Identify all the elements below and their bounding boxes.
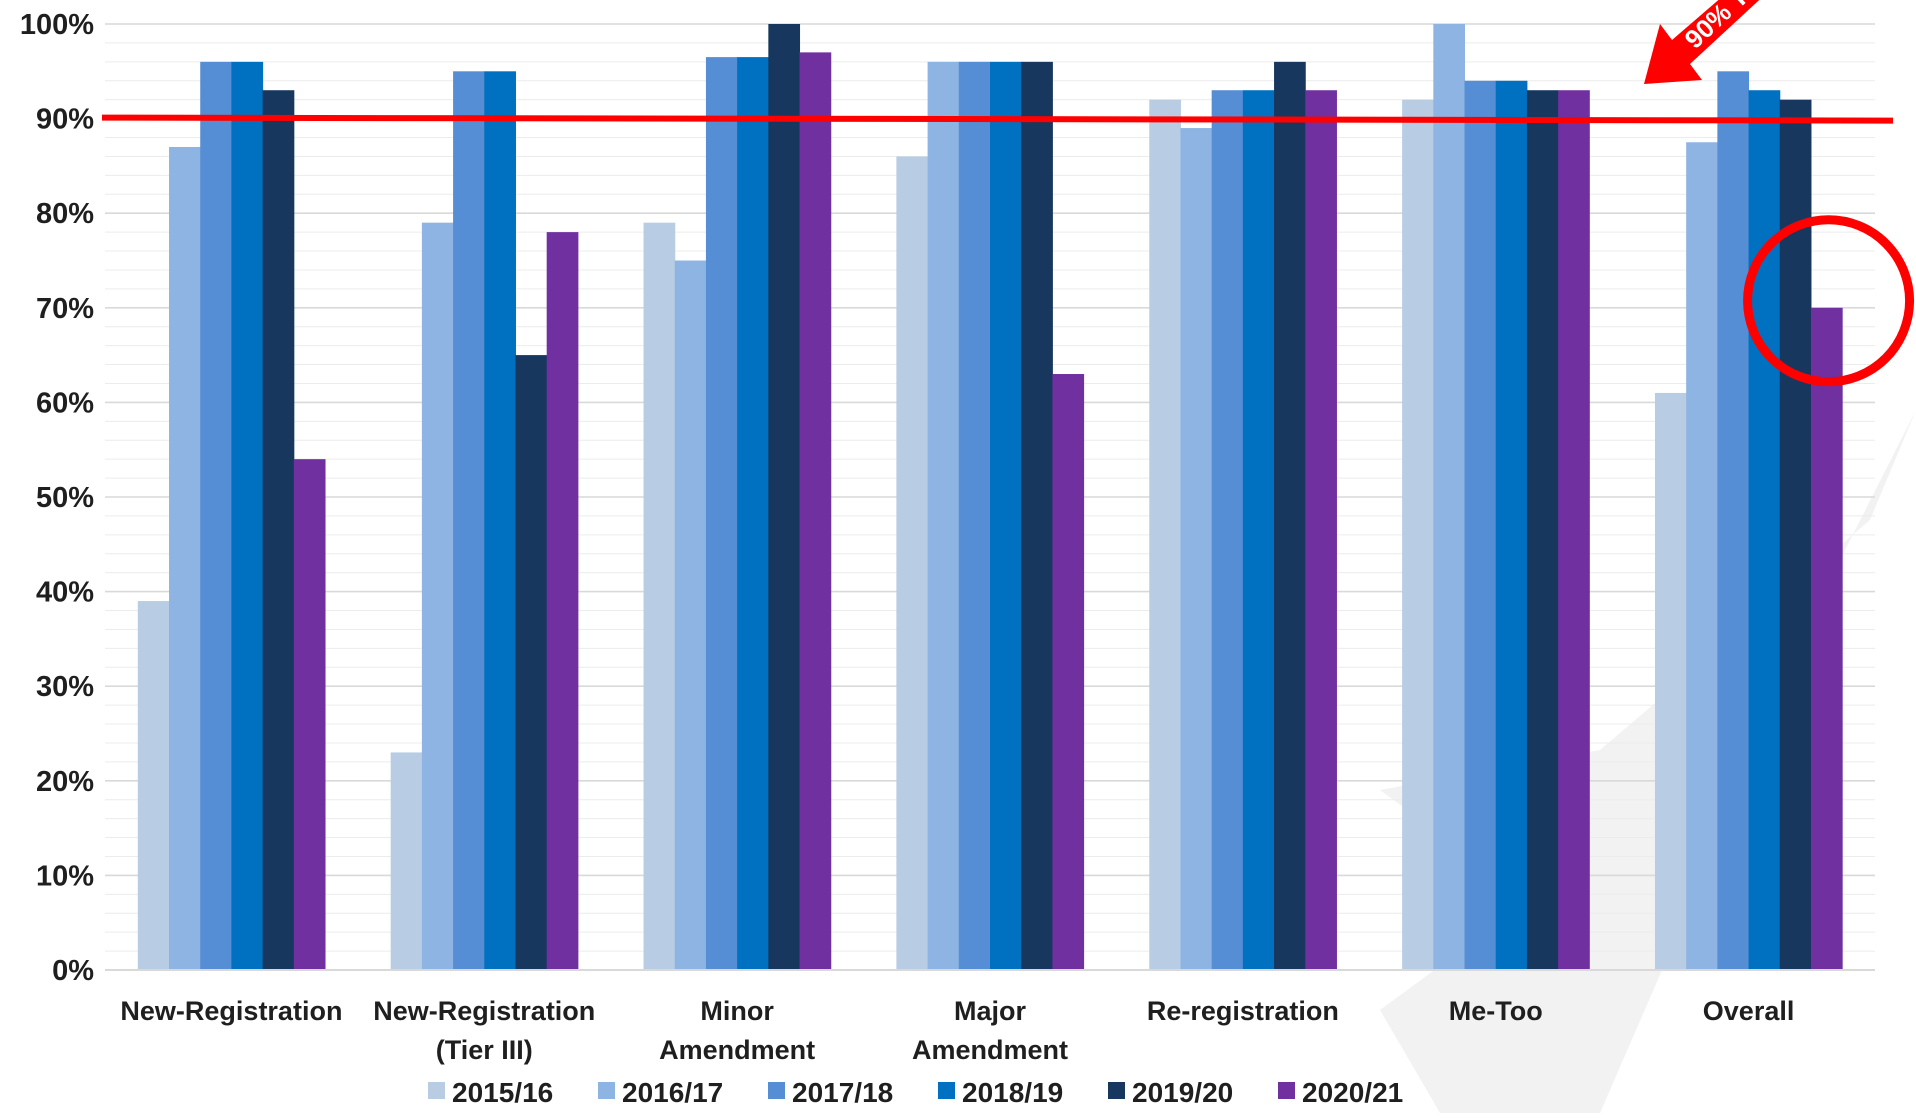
bar	[990, 61, 1022, 970]
target-line	[101, 114, 1894, 124]
legend-swatch	[428, 1082, 445, 1099]
bar	[137, 601, 170, 970]
bar	[1274, 61, 1306, 970]
legend-label: 2016/17	[622, 1077, 723, 1108]
x-tick-label: Amendment	[912, 1035, 1068, 1065]
legend-swatch	[768, 1082, 785, 1099]
bar	[293, 459, 326, 970]
y-tick-label: 50%	[36, 482, 94, 514]
legend-label: 2019/20	[1132, 1077, 1233, 1108]
bar	[484, 71, 516, 971]
bar	[1211, 90, 1244, 971]
bar	[643, 222, 676, 970]
y-tick-label: 20%	[36, 766, 94, 798]
bar	[674, 260, 707, 970]
y-tick-label: 30%	[36, 671, 94, 703]
bar	[1180, 128, 1213, 970]
bar	[169, 146, 201, 971]
y-tick-label: 100%	[20, 9, 94, 41]
x-tick-label: Re-registration	[1147, 996, 1339, 1026]
bar	[896, 156, 929, 970]
legend-swatch	[598, 1082, 615, 1099]
bar	[1717, 71, 1750, 971]
bar	[231, 61, 264, 970]
bar	[262, 90, 295, 971]
bar	[1149, 99, 1181, 971]
bar	[1686, 142, 1718, 970]
target-arrow: 90% T	[1644, 0, 1760, 84]
legend-label: 2020/21	[1302, 1077, 1403, 1108]
bar	[200, 61, 232, 970]
bar	[1242, 90, 1275, 971]
y-tick-label: 80%	[36, 198, 94, 230]
bar	[1748, 90, 1781, 971]
bar	[421, 222, 454, 970]
x-tick-label: (Tier III)	[436, 1035, 533, 1065]
x-tick-label: Me-Too	[1449, 996, 1543, 1026]
bar	[1810, 307, 1843, 970]
bar	[515, 355, 548, 971]
y-axis: 0% 10% 20% 30% 40% 50% 60% 70% 80% 90% 100%	[20, 9, 94, 987]
y-tick-label: 90%	[36, 104, 94, 136]
x-tick-label: New-Registration	[373, 996, 595, 1026]
x-tick-label: Overall	[1703, 996, 1795, 1026]
y-tick-label: 40%	[36, 577, 94, 609]
bar	[1052, 374, 1085, 970]
bar	[1305, 90, 1337, 971]
bar	[705, 57, 738, 971]
x-tick-label: New-Registration	[120, 996, 342, 1026]
bar	[1464, 80, 1497, 970]
bar	[453, 71, 485, 971]
y-tick-label: 60%	[36, 387, 94, 419]
bar	[927, 61, 960, 970]
target-arrow-shape	[1644, 0, 1760, 84]
bar	[1433, 24, 1466, 970]
y-tick-label: 10%	[36, 860, 94, 892]
bar	[546, 232, 579, 970]
legend-label: 2017/18	[792, 1077, 893, 1108]
bar	[958, 61, 991, 970]
legend-swatch	[1108, 1082, 1125, 1099]
bar	[1654, 392, 1687, 970]
bar	[1558, 90, 1590, 971]
legend-swatch	[1278, 1082, 1295, 1099]
highlight-circle	[1743, 215, 1915, 387]
x-tick-label: Minor	[700, 996, 774, 1026]
x-tick-label: Major	[954, 996, 1027, 1026]
x-axis: New-Registration New-Registration (Tier II…	[120, 996, 1794, 1065]
bar	[737, 57, 769, 971]
y-tick-label: 0%	[52, 955, 94, 987]
bar	[1779, 99, 1812, 971]
bars	[137, 24, 1843, 971]
bar	[768, 24, 801, 970]
bar	[1526, 90, 1559, 971]
x-tick-label: Amendment	[659, 1035, 815, 1065]
legend-label: 2018/19	[962, 1077, 1063, 1108]
bar	[1495, 80, 1528, 970]
bar	[799, 52, 832, 970]
legend: 2015/16 2016/17 2017/18 2018/19 2019/20 2020/…	[428, 1077, 1403, 1108]
bar	[390, 752, 423, 970]
bar	[1402, 99, 1434, 971]
legend-swatch	[938, 1082, 955, 1099]
y-tick-label: 70%	[36, 293, 94, 325]
legend-label: 2015/16	[452, 1077, 553, 1108]
bar	[1021, 61, 1053, 970]
